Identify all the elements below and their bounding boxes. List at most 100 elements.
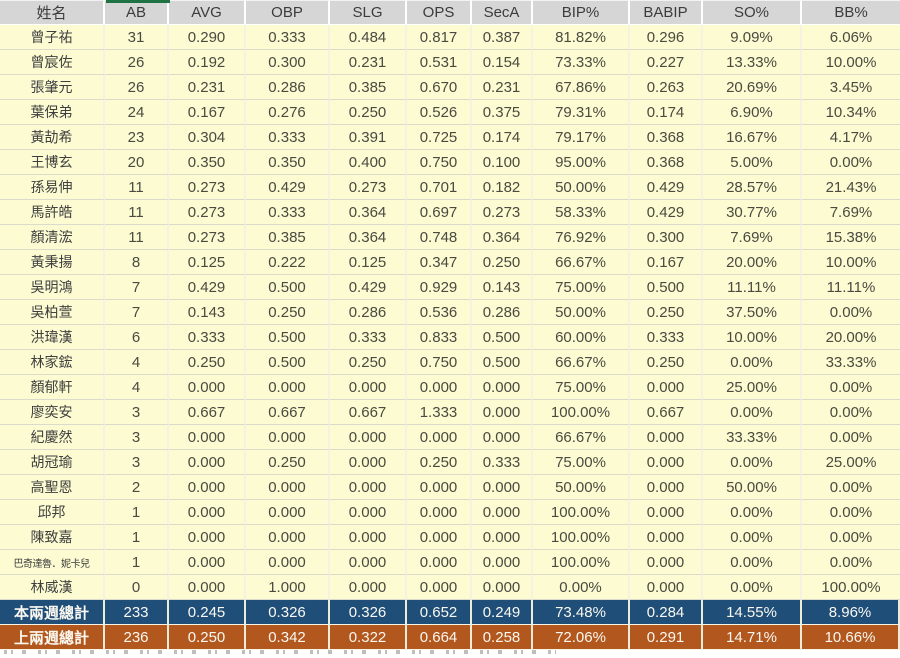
stat-cell[interactable]: 26 [105, 50, 169, 75]
stat-cell[interactable]: 60.00% [533, 325, 630, 350]
player-name-cell[interactable]: 巴奇達魯．妮卡兒 [0, 550, 105, 575]
stat-cell[interactable]: 0.333 [472, 450, 533, 475]
player-name-cell[interactable]: 廖奕安 [0, 400, 105, 425]
stat-cell[interactable]: 0.167 [630, 250, 703, 275]
stat-cell[interactable]: 0.000 [472, 425, 533, 450]
stat-cell[interactable]: 95.00% [533, 150, 630, 175]
total-stat-cell[interactable]: 8.96% [802, 600, 900, 625]
stat-cell[interactable]: 0.00% [533, 575, 630, 600]
stat-cell[interactable]: 0.000 [330, 500, 407, 525]
stat-cell[interactable]: 0.125 [330, 250, 407, 275]
stat-cell[interactable]: 10.00% [802, 50, 900, 75]
player-name-cell[interactable]: 洪瑋漢 [0, 325, 105, 350]
stat-cell[interactable]: 0.350 [169, 150, 246, 175]
stat-cell[interactable]: 0.00% [703, 400, 802, 425]
stat-cell[interactable]: 21.43% [802, 175, 900, 200]
column-header[interactable]: SLG [330, 0, 407, 25]
stat-cell[interactable]: 0.304 [169, 125, 246, 150]
stat-cell[interactable]: 0.000 [169, 575, 246, 600]
stat-cell[interactable]: 7 [105, 275, 169, 300]
stat-cell[interactable]: 0.000 [630, 425, 703, 450]
player-name-cell[interactable]: 胡冠瑜 [0, 450, 105, 475]
stat-cell[interactable]: 0.333 [246, 25, 330, 50]
stat-cell[interactable]: 0.000 [330, 475, 407, 500]
total-stat-cell[interactable]: 0.284 [630, 600, 703, 625]
stat-cell[interactable]: 0.500 [246, 350, 330, 375]
total-stat-cell[interactable]: 0.652 [407, 600, 472, 625]
total-stat-cell[interactable]: 0.326 [246, 600, 330, 625]
stat-cell[interactable]: 0.300 [630, 225, 703, 250]
stat-cell[interactable]: 0.000 [330, 425, 407, 450]
total-label-cell[interactable]: 本兩週總計 [0, 600, 105, 625]
stat-cell[interactable]: 0.00% [703, 450, 802, 475]
stat-cell[interactable]: 0.387 [472, 25, 533, 50]
stat-cell[interactable]: 100.00% [802, 575, 900, 600]
stat-cell[interactable]: 50.00% [533, 300, 630, 325]
stat-cell[interactable]: 81.82% [533, 25, 630, 50]
stat-cell[interactable]: 25.00% [802, 450, 900, 475]
stat-cell[interactable]: 0.000 [330, 550, 407, 575]
stat-cell[interactable]: 0.250 [630, 300, 703, 325]
stat-cell[interactable]: 0.750 [407, 150, 472, 175]
stat-cell[interactable]: 0.350 [246, 150, 330, 175]
column-header[interactable]: BABIP [630, 0, 703, 25]
stat-cell[interactable]: 0.273 [169, 225, 246, 250]
stat-cell[interactable]: 0.000 [407, 375, 472, 400]
stat-cell[interactable]: 3.45% [802, 75, 900, 100]
stat-cell[interactable]: 0.300 [246, 50, 330, 75]
stat-cell[interactable]: 0.725 [407, 125, 472, 150]
total-stat-cell[interactable]: 0.250 [169, 625, 246, 650]
stat-cell[interactable]: 0.667 [630, 400, 703, 425]
stat-cell[interactable]: 0.192 [169, 50, 246, 75]
stat-cell[interactable]: 0.375 [472, 100, 533, 125]
stat-cell[interactable]: 0.00% [703, 575, 802, 600]
player-name-cell[interactable]: 紀慶然 [0, 425, 105, 450]
stat-cell[interactable]: 0.701 [407, 175, 472, 200]
stat-cell[interactable]: 66.67% [533, 250, 630, 275]
stat-cell[interactable]: 6.90% [703, 100, 802, 125]
stat-cell[interactable]: 0.000 [407, 550, 472, 575]
stat-cell[interactable]: 0.750 [407, 350, 472, 375]
column-header[interactable]: OBP [246, 0, 330, 25]
stat-cell[interactable]: 0.526 [407, 100, 472, 125]
stat-cell[interactable]: 0.000 [169, 500, 246, 525]
stat-cell[interactable]: 0.000 [330, 375, 407, 400]
stat-cell[interactable]: 5.00% [703, 150, 802, 175]
stat-cell[interactable]: 0.00% [703, 350, 802, 375]
stat-cell[interactable]: 0.000 [472, 575, 533, 600]
stat-cell[interactable]: 0.667 [169, 400, 246, 425]
stat-cell[interactable]: 15.38% [802, 225, 900, 250]
stat-cell[interactable]: 100.00% [533, 400, 630, 425]
stat-cell[interactable]: 0.000 [246, 550, 330, 575]
stat-cell[interactable]: 0.273 [169, 200, 246, 225]
stat-cell[interactable]: 0.000 [169, 425, 246, 450]
stat-cell[interactable]: 2 [105, 475, 169, 500]
stat-cell[interactable]: 0.286 [472, 300, 533, 325]
stat-cell[interactable]: 0.231 [472, 75, 533, 100]
stat-cell[interactable]: 30.77% [703, 200, 802, 225]
stat-cell[interactable]: 1 [105, 500, 169, 525]
stat-cell[interactable]: 0.00% [802, 400, 900, 425]
stat-cell[interactable]: 0.000 [169, 375, 246, 400]
column-header[interactable]: AVG [169, 0, 246, 25]
total-stat-cell[interactable]: 0.245 [169, 600, 246, 625]
stat-cell[interactable]: 58.33% [533, 200, 630, 225]
player-name-cell[interactable]: 張肇元 [0, 75, 105, 100]
player-name-cell[interactable]: 王博玄 [0, 150, 105, 175]
stat-cell[interactable]: 0.667 [330, 400, 407, 425]
stat-cell[interactable]: 0.286 [330, 300, 407, 325]
stat-cell[interactable]: 0.697 [407, 200, 472, 225]
stat-cell[interactable]: 11.11% [703, 275, 802, 300]
stat-cell[interactable]: 0.000 [472, 375, 533, 400]
stat-cell[interactable]: 20 [105, 150, 169, 175]
column-header[interactable]: 姓名 [0, 0, 105, 25]
player-name-cell[interactable]: 黃秉揚 [0, 250, 105, 275]
total-stat-cell[interactable]: 14.71% [703, 625, 802, 650]
stat-cell[interactable]: 4 [105, 350, 169, 375]
stat-cell[interactable]: 0.00% [703, 525, 802, 550]
stat-cell[interactable]: 79.31% [533, 100, 630, 125]
stat-cell[interactable]: 0.154 [472, 50, 533, 75]
stat-cell[interactable]: 0.000 [630, 525, 703, 550]
stat-cell[interactable]: 4 [105, 375, 169, 400]
stat-cell[interactable]: 3 [105, 425, 169, 450]
